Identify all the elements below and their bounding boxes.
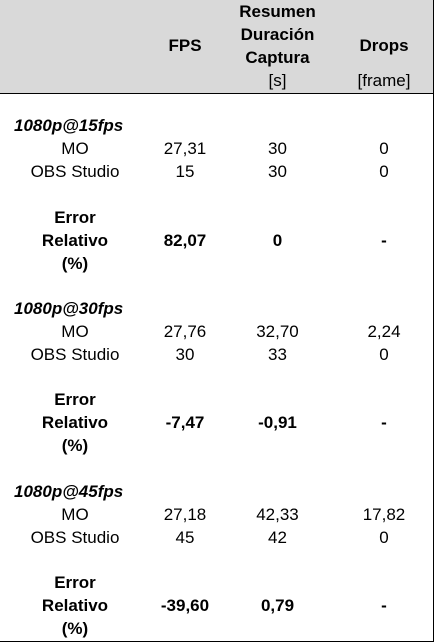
duration-value: 30 [268,162,287,181]
drops-value: 0 [379,139,389,158]
drops-value: 17,82 [362,505,406,524]
drops-header: Drops [359,36,409,55]
row-label: OBS Studio [30,162,120,181]
duration-unit: [s] [268,71,287,90]
fps-value: 27,31 [163,139,207,158]
group-title: 1080p@45fps [14,482,124,501]
error-duration-value: 0 [272,231,283,250]
group-title: 1080p@30fps [14,299,124,318]
summary-header-line-2: Duración [240,25,315,44]
error-duration-value: 0,79 [260,596,295,615]
error-fps-value: -7,47 [165,413,205,432]
drops-value: 2,24 [367,322,401,341]
error-label-line-2: Relativo [41,596,109,615]
row-label: OBS Studio [30,528,120,547]
error-label-line-3: (%) [61,619,89,638]
row-label: MO [61,139,89,158]
summary-header-line-1: Resumen [239,2,316,21]
error-duration-value: -0,91 [258,413,297,432]
error-label-line-1: Error [54,208,96,227]
drops-value: 0 [379,162,389,181]
fps-value: 30 [175,345,195,364]
row-label: MO [61,505,89,524]
fps-value: 15 [175,162,195,181]
error-fps-value: 82,07 [163,231,207,250]
row-label: MO [61,322,89,341]
fps-value: 27,76 [163,322,207,341]
error-label-line-2: Relativo [41,231,109,250]
duration-value: 42,33 [256,505,299,524]
drops-value: 0 [379,345,389,364]
table-header: FPS Resumen Duración Captura [s] Drops [… [0,0,433,94]
summary-header-line-3: Captura [245,48,310,67]
fps-value: 45 [175,528,195,547]
error-label-line-1: Error [54,573,96,592]
fps-value: 27,18 [163,505,207,524]
drops-value: 0 [379,528,389,547]
group-title: 1080p@15fps [14,116,124,135]
error-drops-value: - [381,596,387,615]
error-fps-value: -39,60 [160,596,210,615]
duration-value: 32,70 [256,322,299,341]
drops-unit: [frame] [357,71,411,90]
error-drops-value: - [381,231,387,250]
fps-header: FPS [168,36,202,55]
error-label-line-3: (%) [61,436,89,455]
error-drops-value: - [381,413,387,432]
error-label-line-1: Error [54,390,96,409]
duration-value: 33 [268,345,287,364]
error-label-line-2: Relativo [41,413,109,432]
row-label: OBS Studio [30,345,120,364]
duration-value: 42 [268,528,287,547]
duration-value: 30 [268,139,287,158]
error-label-line-3: (%) [61,254,89,273]
